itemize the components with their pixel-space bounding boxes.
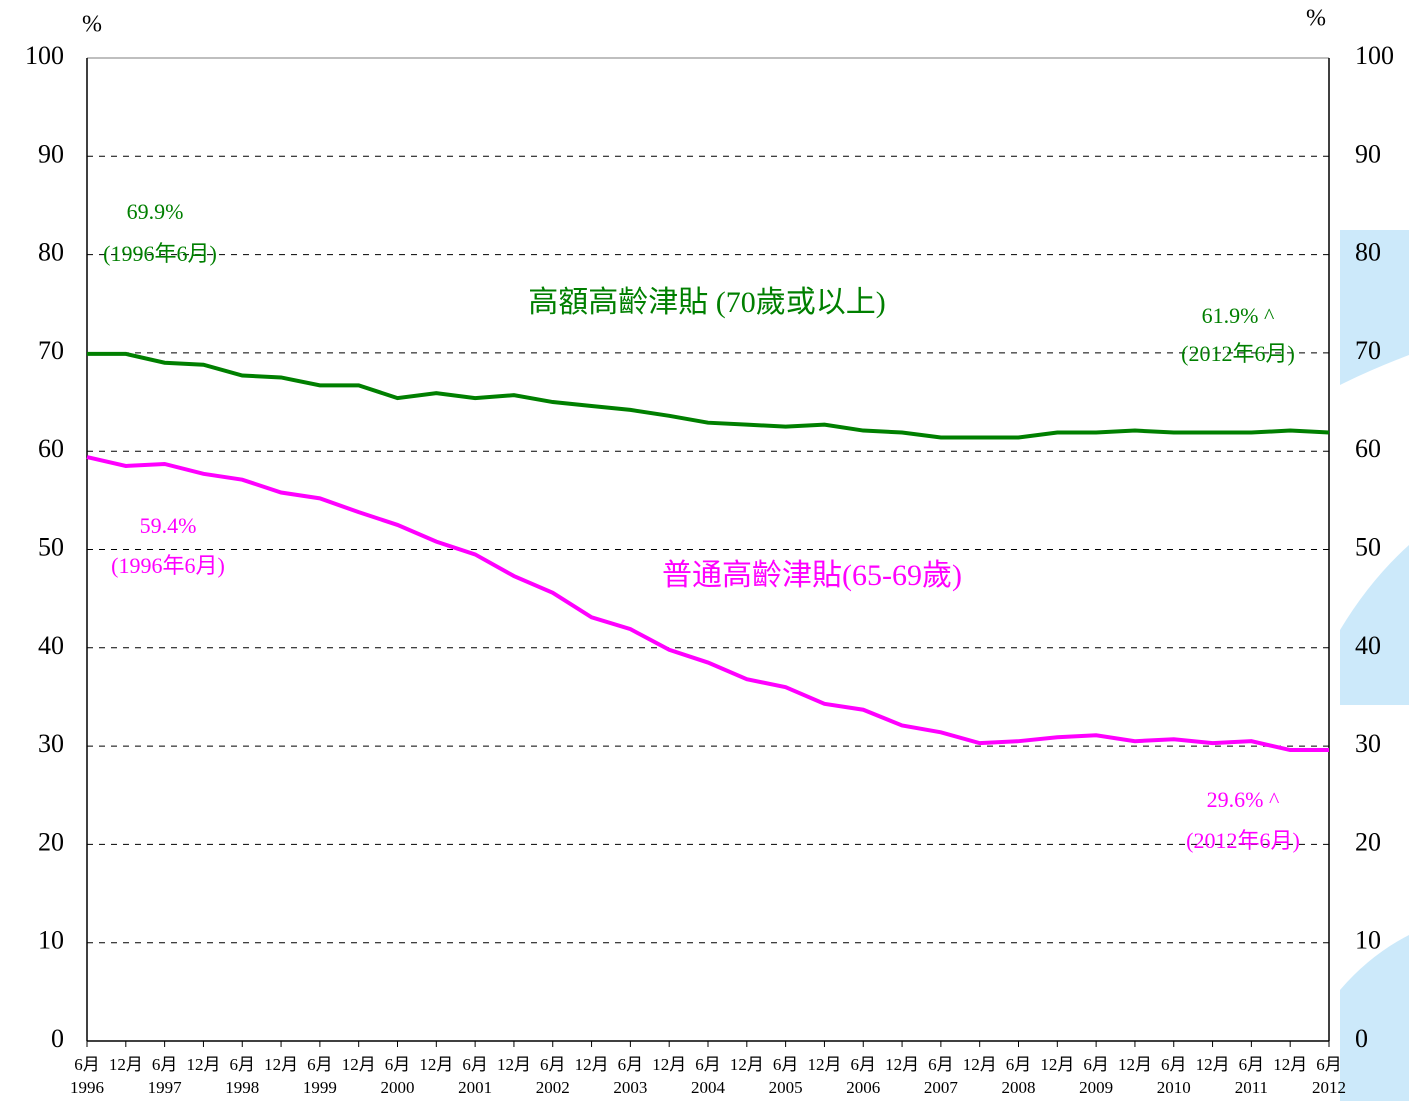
series-label: 普通高齡津貼(65-69歲) (662, 559, 962, 592)
x-year-label: 1998 (225, 1078, 259, 1097)
x-tick-label: 12月 (342, 1055, 376, 1074)
y-tick-label: 100 (25, 41, 64, 70)
x-tick-label: 12月 (109, 1055, 143, 1074)
x-year-label: 2012 (1312, 1078, 1346, 1097)
x-year-label: 2000 (381, 1078, 415, 1097)
y2-tick-label: 50 (1355, 532, 1381, 561)
y2-tick-label: 30 (1355, 729, 1381, 758)
y2-tick-label: 90 (1355, 139, 1381, 168)
annotation: 59.4% (140, 513, 197, 538)
x-tick-label: 12月 (1040, 1055, 1074, 1074)
x-year-label: 2009 (1079, 1078, 1113, 1097)
x-tick-label: 12月 (575, 1055, 609, 1074)
annotation: 61.9% ^ (1202, 303, 1275, 328)
y-tick-label: 50 (38, 532, 64, 561)
x-year-label: 1996 (70, 1078, 104, 1097)
x-tick-label: 6月 (851, 1055, 877, 1074)
y-tick-label: 60 (38, 434, 64, 463)
x-tick-label: 12月 (963, 1055, 997, 1074)
x-tick-label: 12月 (264, 1055, 298, 1074)
x-tick-label: 6月 (230, 1055, 256, 1074)
x-tick-label: 12月 (1273, 1055, 1307, 1074)
x-tick-label: 12月 (1196, 1055, 1230, 1074)
x-tick-label: 6月 (928, 1055, 954, 1074)
x-tick-label: 6月 (1316, 1055, 1342, 1074)
y-tick-label: 90 (38, 139, 64, 168)
y-tick-label: 30 (38, 729, 64, 758)
y-tick-label: 80 (38, 238, 64, 267)
x-tick-label: 6月 (462, 1055, 488, 1074)
x-tick-label: 6月 (1006, 1055, 1032, 1074)
x-tick-label: 6月 (1161, 1055, 1187, 1074)
x-tick-label: 6月 (540, 1055, 566, 1074)
x-tick-label: 12月 (652, 1055, 686, 1074)
background-decoration (1340, 230, 1409, 1101)
x-year-label: 2004 (691, 1078, 726, 1097)
x-year-label: 1997 (148, 1078, 183, 1097)
y-tick-label: 20 (38, 827, 64, 856)
x-year-label: 2001 (458, 1078, 492, 1097)
annotation: (1996年6月) (111, 553, 225, 578)
y2-tick-label: 10 (1355, 926, 1381, 955)
x-year-label: 2003 (613, 1078, 647, 1097)
x-tick-label: 6月 (773, 1055, 799, 1074)
annotation: 69.9% (127, 199, 184, 224)
x-tick-label: 6月 (695, 1055, 721, 1074)
y-tick-label: 70 (38, 336, 64, 365)
x-tick-label: 6月 (307, 1055, 333, 1074)
x-year-label: 2005 (769, 1078, 803, 1097)
x-tick-label: 12月 (419, 1055, 453, 1074)
x-tick-label: 6月 (385, 1055, 411, 1074)
y2-tick-label: 70 (1355, 336, 1381, 365)
x-tick-label: 6月 (152, 1055, 178, 1074)
x-tick-label: 6月 (1083, 1055, 1109, 1074)
annotation: (2012年6月) (1181, 341, 1295, 366)
y-tick-label: 0 (51, 1024, 64, 1053)
x-tick-label: 12月 (186, 1055, 220, 1074)
x-year-label: 2006 (846, 1078, 880, 1097)
x-year-label: 2010 (1157, 1078, 1191, 1097)
series-label: 高額高齡津貼 (70歲或以上) (528, 286, 885, 319)
x-tick-label: 12月 (730, 1055, 764, 1074)
x-tick-label: 6月 (1239, 1055, 1265, 1074)
y2-tick-label: 100 (1355, 41, 1394, 70)
x-tick-label: 12月 (1118, 1055, 1152, 1074)
series-line (86, 455, 1329, 753)
y2-tick-label: 0 (1355, 1024, 1368, 1053)
x-year-label: 2007 (924, 1078, 959, 1097)
y-tick-label: 40 (38, 631, 64, 660)
series-line (87, 351, 1330, 440)
x-year-label: 2008 (1002, 1078, 1036, 1097)
x-year-label: 2011 (1235, 1078, 1268, 1097)
y2-tick-label: 40 (1355, 631, 1381, 660)
y2-tick-label: 20 (1355, 827, 1381, 856)
x-tick-label: 12月 (497, 1055, 531, 1074)
y-tick-label: 10 (38, 926, 64, 955)
y-unit-left: % (82, 12, 102, 38)
annotation: (1996年6月) (103, 241, 217, 266)
y2-tick-label: 60 (1355, 434, 1381, 463)
x-tick-label: 6月 (74, 1055, 100, 1074)
x-year-label: 1999 (303, 1078, 337, 1097)
x-tick-label: 6月 (618, 1055, 644, 1074)
y-unit-right: % (1306, 6, 1326, 32)
annotation: (2012年6月) (1186, 828, 1300, 853)
x-year-label: 2002 (536, 1078, 570, 1097)
x-tick-label: 12月 (885, 1055, 919, 1074)
x-tick-label: 12月 (807, 1055, 841, 1074)
annotation: 29.6% ^ (1207, 787, 1280, 812)
y2-tick-label: 80 (1355, 238, 1381, 267)
